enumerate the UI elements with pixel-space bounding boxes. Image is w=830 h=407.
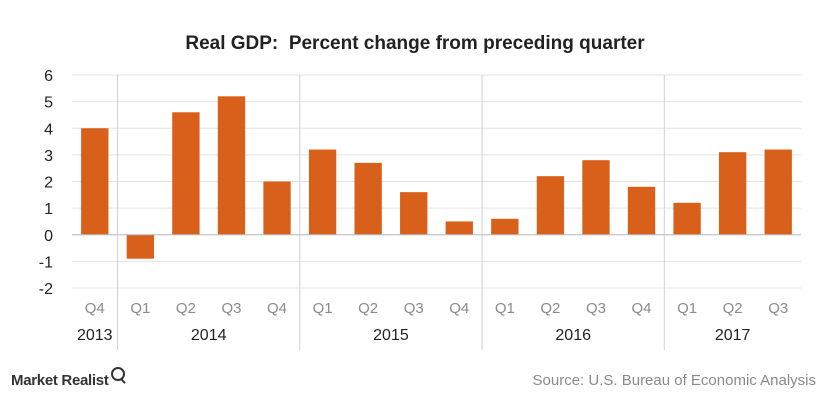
x-tick-label: Q1 [313,300,333,317]
bar [627,186,656,235]
y-tick-label: 4 [44,121,53,138]
bar [172,112,200,235]
y-tick-label: -2 [39,281,53,298]
x-tick-label: Q2 [176,300,196,317]
year-label: 2017 [715,327,751,344]
x-tick-label: Q4 [267,300,287,317]
x-tick-label: Q2 [540,300,560,317]
x-tick-label: Q3 [404,300,424,317]
x-tick-label: Q1 [130,300,150,317]
x-tick-label: Q1 [677,300,697,317]
logo-text: Market Realist [11,372,109,389]
year-label: 2015 [373,327,409,344]
x-tick-label: Q3 [221,300,241,317]
x-tick-label: Q4 [85,300,105,317]
y-tick-label: 2 [44,175,53,192]
x-tick-label: Q1 [495,300,515,317]
chart-title: Real GDP: Percent change from preceding … [185,33,645,54]
x-tick-label: Q2 [723,300,743,317]
bar [445,221,473,235]
year-label: 2013 [77,327,113,344]
bar [764,149,792,235]
bar [400,192,428,235]
bar [126,234,155,259]
magnifier-icon [110,367,125,381]
y-tick-label: 5 [44,95,53,112]
y-tick-label: 0 [44,228,53,245]
x-tick-label: Q3 [586,300,606,317]
x-tick-label: Q4 [449,300,469,317]
bar [308,149,337,235]
bar [217,96,246,235]
y-tick-label: 1 [44,201,53,218]
bar [536,176,565,235]
bar [582,160,610,235]
y-tick-label: -1 [39,254,53,271]
bar [673,202,701,235]
x-tick-label: Q4 [632,300,652,317]
bar [718,152,747,235]
year-label: 2016 [555,327,591,344]
year-label: 2014 [191,327,227,344]
bar [263,181,291,235]
bar [354,162,382,235]
bar [491,218,519,235]
y-tick-label: 6 [44,68,53,85]
x-tick-label: Q3 [768,300,788,317]
bar [81,128,109,235]
market-realist-logo: Market Realist [11,367,125,389]
x-tick-label: Q2 [358,300,378,317]
source-note: Source: U.S. Bureau of Economic Analysis [532,372,816,389]
y-tick-label: 3 [44,148,53,165]
